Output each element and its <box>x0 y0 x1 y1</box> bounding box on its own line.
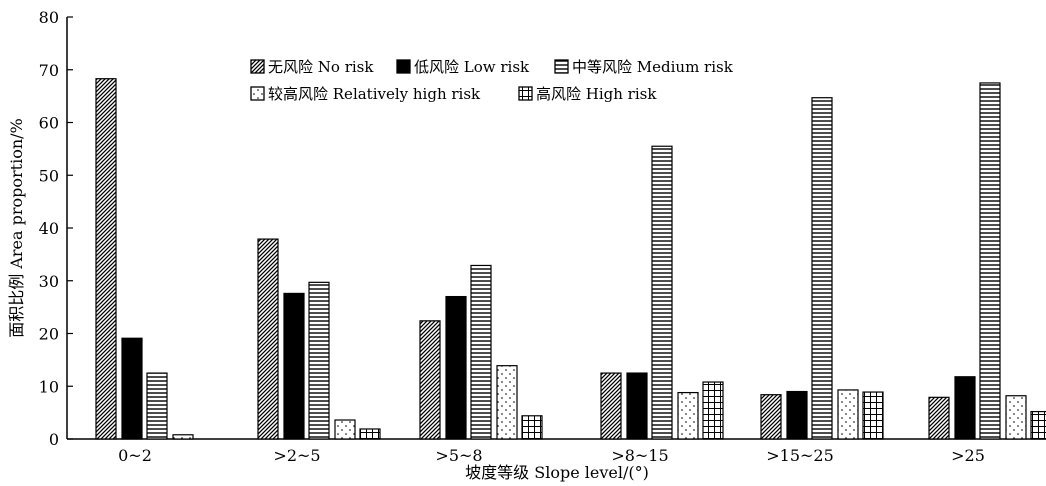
y-tick-label: 40 <box>39 219 59 238</box>
bar-2-3 <box>445 295 467 440</box>
bar-4-3 <box>496 365 518 440</box>
y-tick-label: 80 <box>39 8 59 27</box>
y-tick-label: 20 <box>39 325 59 344</box>
bar-4-6 <box>1005 395 1027 440</box>
bar-4-1 <box>172 434 194 440</box>
y-tick-label: 10 <box>39 377 59 396</box>
x-tick-label: 0~2 <box>118 446 152 465</box>
bar-5-2 <box>359 428 381 440</box>
bar-4-2 <box>334 419 356 440</box>
legend-label-1: 无风险 No risk <box>268 58 374 76</box>
y-tick-label: 0 <box>49 430 59 449</box>
bar-2-6 <box>954 376 976 440</box>
bar-2-4 <box>626 372 648 440</box>
bar-5-6 <box>1030 410 1046 440</box>
bar-3-4 <box>651 145 673 440</box>
legend-label-3: 中等风险 Medium risk <box>572 58 734 76</box>
x-axis-ticks: 0~2 >2~5 >5~8 >8~15 >15~25 >25 <box>118 433 985 465</box>
legend-swatch-2 <box>396 59 411 74</box>
bar-2-1 <box>121 337 143 440</box>
bar-3-3 <box>470 264 492 440</box>
legend: 无风险 No risk 低风险 Low risk 中等风险 Medium risk 较… <box>250 58 734 103</box>
bar-1-2 <box>257 238 279 440</box>
y-axis-label: 面积比例 Area proportion/% <box>7 118 26 338</box>
legend-swatch-1 <box>250 59 265 74</box>
bar-2-2 <box>283 292 305 440</box>
bar-1-5 <box>760 394 782 440</box>
bar-4-4 <box>677 391 699 440</box>
bar-5-5 <box>862 391 884 440</box>
bar-1-4 <box>600 372 622 440</box>
bar-2-5 <box>786 390 808 440</box>
y-tick-label: 30 <box>39 272 59 291</box>
bar-3-1 <box>146 372 168 440</box>
bar-1-3 <box>419 320 441 440</box>
y-tick-label: 50 <box>39 166 59 185</box>
legend-swatch-4 <box>250 86 265 101</box>
x-tick-label: >5~8 <box>435 446 482 465</box>
axes <box>66 17 1046 440</box>
legend-swatch-5 <box>518 86 533 101</box>
bar-3-2 <box>308 281 330 440</box>
legend-label-5: 高风险 High risk <box>536 85 657 103</box>
x-tick-label: >2~5 <box>273 446 320 465</box>
x-tick-label: >25 <box>951 446 985 465</box>
y-tick-label: 70 <box>39 61 59 80</box>
bars <box>95 78 1046 440</box>
x-tick-label: >15~25 <box>766 446 834 465</box>
legend-label-2: 低风险 Low risk <box>414 58 530 76</box>
bar-5-3 <box>521 415 543 440</box>
bar-4-5 <box>837 389 859 440</box>
bar-3-6 <box>979 82 1001 440</box>
bar-1-6 <box>928 396 950 440</box>
bar-1-1 <box>95 78 117 440</box>
y-tick-label: 60 <box>39 114 59 133</box>
y-axis-ticks: 0 10 20 30 40 50 60 70 80 <box>39 8 73 449</box>
x-tick-label: >8~15 <box>611 446 668 465</box>
bar-3-5 <box>811 97 833 440</box>
x-axis-label: 坡度等级 Slope level/(°) <box>465 463 649 482</box>
bar-5-4 <box>702 381 724 440</box>
legend-label-4: 较高风险 Relatively high risk <box>268 85 481 103</box>
legend-swatch-3 <box>554 59 569 74</box>
